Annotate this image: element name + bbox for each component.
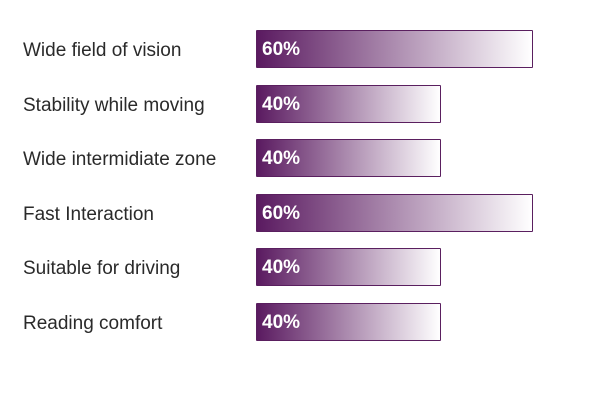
category-label: Reading comfort: [23, 312, 163, 334]
data-label: 40%: [262, 257, 301, 278]
category-label: Stability while moving: [23, 94, 205, 116]
data-label: 60%: [262, 202, 301, 224]
data-label: 40%: [262, 93, 301, 115]
bar-row-reading-comfort: Reading comfort 40%: [0, 302, 600, 345]
bar: 40%: [256, 248, 441, 286]
category-label: Wide intermidiate zone: [23, 149, 217, 170]
bar-row-suitable-for-driving: Suitable for driving 40%: [0, 248, 600, 290]
bar-row-wide-intermidiate-zone: Wide intermidiate zone 40%: [0, 139, 600, 181]
category-label: Suitable for driving: [23, 258, 181, 279]
category-label: Fast Interaction: [23, 203, 154, 225]
data-label: 60%: [262, 39, 301, 60]
bar: 40%: [256, 139, 441, 177]
category-label: Wide field of vision: [23, 40, 182, 61]
bar-row-stability-while-moving: Stability while moving 40%: [0, 84, 600, 127]
data-label: 40%: [262, 311, 301, 333]
bar-row-fast-interaction: Fast Interaction 60%: [0, 193, 600, 236]
bar: 40%: [256, 84, 441, 123]
bar: 40%: [256, 302, 441, 341]
data-label: 40%: [262, 148, 301, 169]
bar-row-wide-field-of-vision: Wide field of vision 60%: [0, 30, 600, 72]
bar: 60%: [256, 193, 533, 232]
bar: 60%: [256, 30, 533, 68]
